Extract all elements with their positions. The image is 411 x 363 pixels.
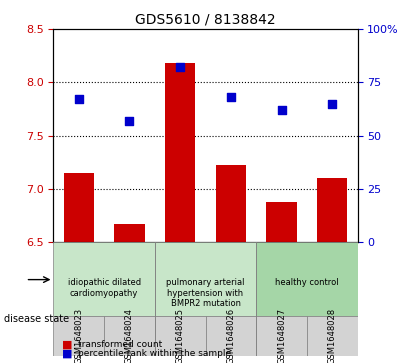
Text: healthy control: healthy control — [275, 278, 339, 287]
Text: transformed count: transformed count — [78, 340, 162, 349]
Text: disease state: disease state — [4, 314, 69, 325]
Point — [228, 94, 234, 100]
FancyBboxPatch shape — [307, 316, 358, 356]
FancyBboxPatch shape — [256, 242, 358, 316]
Text: GSM1648025: GSM1648025 — [175, 309, 185, 363]
FancyBboxPatch shape — [155, 242, 256, 316]
FancyBboxPatch shape — [104, 316, 155, 356]
Bar — [317, 178, 347, 242]
Point — [76, 97, 82, 102]
FancyBboxPatch shape — [53, 242, 155, 316]
Bar — [266, 201, 297, 242]
Title: GDS5610 / 8138842: GDS5610 / 8138842 — [135, 12, 276, 26]
Text: GSM1648026: GSM1648026 — [226, 308, 236, 363]
Text: idiopathic dilated
cardiomyopathy: idiopathic dilated cardiomyopathy — [67, 278, 141, 298]
Text: GSM1648028: GSM1648028 — [328, 308, 337, 363]
Point — [329, 101, 335, 106]
Text: pulmonary arterial
hypertension with
BMPR2 mutation: pulmonary arterial hypertension with BMP… — [166, 278, 245, 308]
FancyBboxPatch shape — [256, 316, 307, 356]
Text: ■: ■ — [62, 349, 72, 359]
Text: GSM1648023: GSM1648023 — [74, 308, 83, 363]
Bar — [216, 166, 246, 242]
FancyBboxPatch shape — [206, 316, 256, 356]
Bar — [114, 224, 145, 242]
Point — [177, 65, 183, 70]
FancyBboxPatch shape — [155, 316, 206, 356]
Text: ■: ■ — [62, 340, 72, 350]
FancyBboxPatch shape — [53, 316, 104, 356]
Point — [278, 107, 285, 113]
Bar — [165, 63, 195, 242]
Point — [126, 118, 133, 123]
Text: percentile rank within the sample: percentile rank within the sample — [78, 350, 231, 358]
Bar — [64, 173, 94, 242]
Text: GSM1648024: GSM1648024 — [125, 309, 134, 363]
Text: GSM1648027: GSM1648027 — [277, 308, 286, 363]
